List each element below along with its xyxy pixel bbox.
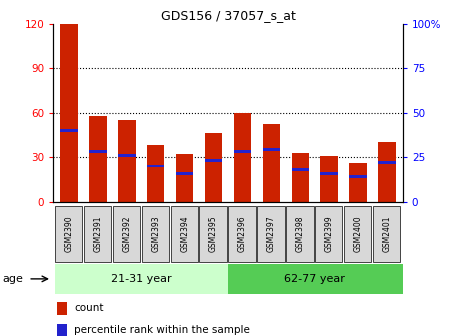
Bar (373, 206, 400, 261)
Text: 21-31 year: 21-31 year (111, 274, 172, 284)
Bar (350, 175, 367, 178)
Bar (176, 172, 194, 175)
Text: GSM2395: GSM2395 (209, 215, 218, 252)
Text: GSM2391: GSM2391 (94, 215, 102, 252)
Text: GSM2399: GSM2399 (325, 215, 334, 252)
Bar (118, 120, 136, 202)
Text: GSM2394: GSM2394 (180, 215, 189, 252)
Bar (234, 113, 251, 202)
Text: percentile rank within the sample: percentile rank within the sample (74, 325, 250, 335)
Bar (292, 168, 309, 171)
Bar (55, 206, 82, 261)
Bar (263, 149, 280, 152)
Bar (55, 264, 228, 294)
Bar (113, 206, 140, 261)
Bar (147, 145, 164, 202)
Bar (344, 206, 371, 261)
Bar (320, 172, 338, 175)
Text: GSM2393: GSM2393 (151, 215, 160, 252)
Bar (257, 206, 285, 261)
Bar (234, 150, 251, 153)
Bar (320, 156, 338, 202)
Text: count: count (74, 303, 104, 313)
Text: GSM2392: GSM2392 (122, 215, 131, 252)
Bar (61, 24, 78, 202)
Bar (292, 153, 309, 202)
Bar (350, 163, 367, 202)
Bar (205, 133, 222, 202)
Bar (142, 206, 169, 261)
Bar (200, 206, 227, 261)
Bar (205, 159, 222, 162)
Bar (61, 129, 78, 132)
Text: GSM2390: GSM2390 (65, 215, 74, 252)
Title: GDS156 / 37057_s_at: GDS156 / 37057_s_at (161, 9, 295, 23)
Bar (286, 206, 313, 261)
Bar (176, 154, 194, 202)
Text: GSM2398: GSM2398 (296, 215, 305, 252)
Bar (378, 142, 395, 202)
Bar (263, 124, 280, 202)
Bar (89, 116, 106, 202)
Bar (84, 206, 111, 261)
Text: 62-77 year: 62-77 year (284, 274, 345, 284)
Bar (118, 154, 136, 157)
Bar (228, 264, 403, 294)
Bar (170, 206, 198, 261)
Bar (315, 206, 343, 261)
Text: age: age (2, 274, 23, 284)
Bar (89, 150, 106, 153)
Bar (57, 324, 67, 336)
Bar (378, 161, 395, 164)
Bar (147, 165, 164, 167)
Bar (228, 206, 256, 261)
Text: GSM2396: GSM2396 (238, 215, 247, 252)
Text: GSM2397: GSM2397 (267, 215, 276, 252)
Text: GSM2401: GSM2401 (382, 215, 391, 252)
Bar (57, 302, 67, 315)
Text: GSM2400: GSM2400 (354, 215, 363, 252)
